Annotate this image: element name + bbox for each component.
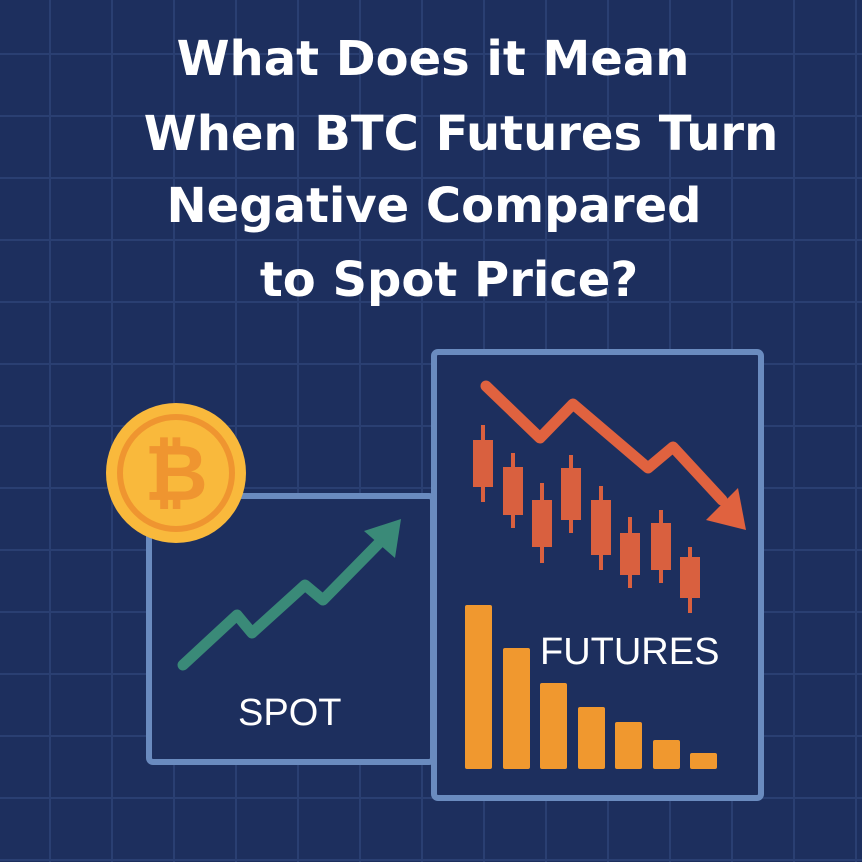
volume-bar xyxy=(465,605,492,769)
candlestick xyxy=(620,517,640,588)
candlestick xyxy=(473,425,493,502)
candlestick xyxy=(503,453,523,528)
trend-up-arrow-icon xyxy=(177,519,401,671)
svg-text:₿: ₿ xyxy=(144,429,208,519)
candlestick xyxy=(561,455,581,533)
bitcoin-icon: ₿ xyxy=(106,403,246,543)
title-line-3: Negative Compared xyxy=(167,178,702,234)
volume-bars xyxy=(465,605,717,769)
volume-bar xyxy=(503,648,530,769)
volume-bar xyxy=(578,707,605,769)
volume-bar xyxy=(615,722,642,769)
candlestick xyxy=(532,483,552,563)
futures-label: FUTURES xyxy=(540,631,719,673)
title-line-4: to Spot Price? xyxy=(260,252,638,308)
volume-bar xyxy=(690,753,717,769)
title-line-1: What Does it Mean xyxy=(177,31,690,87)
volume-bar xyxy=(540,683,567,769)
title-line-2: When BTC Futures Turn xyxy=(144,106,779,162)
spot-label: SPOT xyxy=(238,692,341,734)
candlestick xyxy=(591,486,611,570)
candlestick xyxy=(680,547,700,613)
candlestick xyxy=(651,510,671,583)
trend-down-arrow-icon xyxy=(480,380,746,530)
candlestick-chart xyxy=(473,425,700,613)
volume-bar xyxy=(653,740,680,769)
